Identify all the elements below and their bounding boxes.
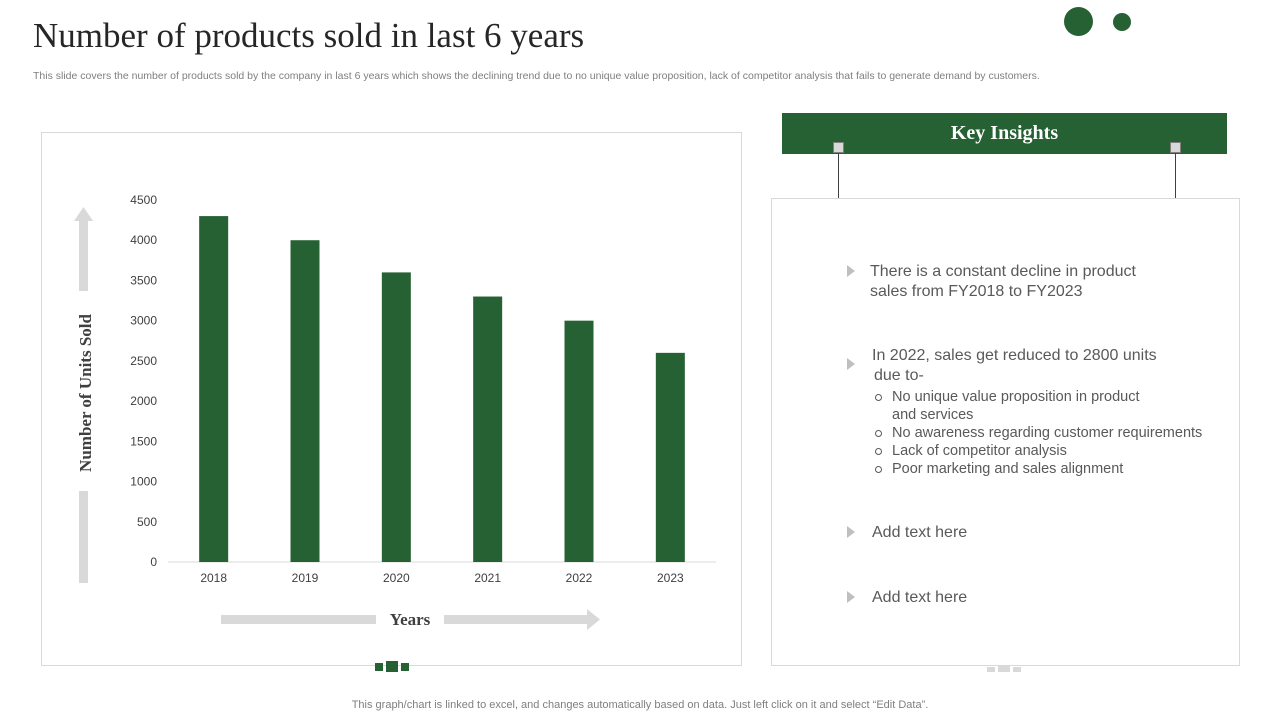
insight-item-2-line1: In 2022, sales get reduced to 2800 units	[872, 347, 1157, 364]
insight-item-3[interactable]: Add text here	[872, 524, 968, 541]
x-tick-label: 2021	[474, 571, 501, 585]
y-tick-label: 4500	[130, 193, 157, 207]
insight-item-2-sublist: No unique value proposition in product a…	[873, 388, 1233, 478]
slide-title: Number of products sold in last 6 years	[33, 16, 585, 55]
x-tick-label: 2020	[383, 571, 410, 585]
y-tick-label: 3000	[130, 314, 157, 328]
insights-panel-decoration-left	[987, 667, 995, 672]
chart-panel-decoration-right	[401, 663, 409, 671]
decorative-dot-small	[1113, 13, 1131, 31]
footer-note: This graph/chart is linked to excel, and…	[351, 699, 929, 711]
bar-chart[interactable]: Number of Units Sold Years 0 500 1000 1500 2…	[42, 133, 743, 667]
sub-list-item: No unique value proposition in product	[873, 388, 1233, 406]
slide-subtitle: This slide covers the number of products…	[33, 70, 1040, 82]
key-insights-panel[interactable]: There is a constant decline in product s…	[771, 198, 1240, 666]
hanger-line-right	[1175, 153, 1176, 198]
y-tick-label: 3500	[130, 273, 157, 287]
y-tick-labels: 0 500 1000 1500 2000 2500 3000 3500 4000 4500	[130, 193, 157, 569]
bars	[199, 216, 685, 562]
hollow-bullet-icon	[875, 430, 882, 437]
x-tick-label: 2019	[292, 571, 319, 585]
insight-item-1[interactable]: There is a constant decline in product s…	[870, 262, 1136, 302]
insight-bullet-icon	[847, 591, 855, 603]
x-arrow-head	[587, 609, 600, 630]
x-tick-label: 2018	[200, 571, 227, 585]
sub-list-item: Lack of competitor analysis	[873, 442, 1233, 460]
insight-item-4[interactable]: Add text here	[872, 589, 968, 606]
x-axis-title: Years	[390, 610, 431, 629]
insight-item-1-line2: sales from FY2018 to FY2023	[870, 283, 1083, 300]
chart-panel[interactable]: Number of Units Sold Years 0 500 1000 1500 2…	[41, 132, 742, 666]
insights-panel-decoration-right	[1013, 667, 1021, 672]
bar-2018[interactable]	[199, 216, 229, 562]
x-arrow-shaft-right	[444, 615, 588, 624]
insight-item-1-line1: There is a constant decline in product	[870, 263, 1136, 280]
y-tick-label: 1500	[130, 434, 157, 448]
insight-item-2[interactable]: In 2022, sales get reduced to 2800 units…	[872, 346, 1157, 386]
x-arrow-shaft-left	[221, 615, 376, 624]
sub-list-item: Poor marketing and sales alignment	[873, 460, 1233, 478]
y-axis-title: Number of Units Sold	[76, 314, 95, 472]
bar-2021[interactable]	[473, 296, 503, 562]
insight-item-2-line2: due to-	[874, 367, 924, 384]
chart-panel-decoration-center	[386, 661, 398, 672]
insights-panel-decoration-center	[998, 665, 1010, 672]
y-tick-label: 500	[137, 515, 157, 529]
y-arrow-head	[74, 207, 93, 221]
chart-panel-decoration-left	[375, 663, 383, 671]
x-tick-labels: 2018 2019 2020 2021 2022 2023	[200, 571, 684, 585]
x-tick-label: 2023	[657, 571, 684, 585]
bar-2019[interactable]	[290, 240, 320, 562]
hanger-square-right	[1170, 142, 1181, 153]
insight-bullet-icon	[847, 358, 855, 370]
bar-2020[interactable]	[381, 272, 411, 562]
hollow-bullet-icon	[875, 466, 882, 473]
sub-list-item-continued: and services	[892, 407, 974, 423]
hollow-bullet-icon	[875, 394, 882, 401]
bar-2022[interactable]	[564, 320, 594, 562]
sub-list-item: No awareness regarding customer requirem…	[873, 424, 1233, 442]
hollow-bullet-icon	[875, 448, 882, 455]
hanger-line-left	[838, 153, 839, 198]
hanger-square-left	[833, 142, 844, 153]
insight-bullet-icon	[847, 526, 855, 538]
y-tick-label: 2000	[130, 394, 157, 408]
y-tick-label: 4000	[130, 233, 157, 247]
y-arrow-shaft-bottom	[79, 491, 88, 583]
y-tick-label: 0	[150, 555, 157, 569]
decorative-dot-large	[1064, 7, 1093, 36]
bar-2023[interactable]	[655, 352, 685, 562]
y-tick-label: 2500	[130, 354, 157, 368]
key-insights-header: Key Insights	[782, 113, 1227, 154]
y-tick-label: 1000	[130, 475, 157, 489]
x-tick-label: 2022	[566, 571, 593, 585]
insight-bullet-icon	[847, 265, 855, 277]
y-arrow-shaft-top	[79, 221, 88, 291]
